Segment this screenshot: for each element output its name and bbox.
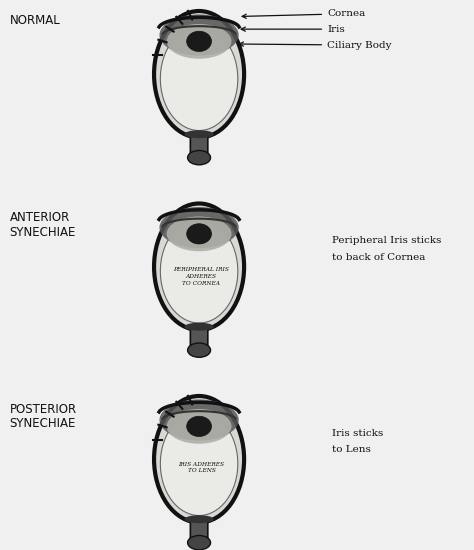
FancyBboxPatch shape bbox=[191, 518, 208, 545]
Text: SYNECHIAE: SYNECHIAE bbox=[9, 417, 76, 431]
Ellipse shape bbox=[159, 14, 239, 56]
Ellipse shape bbox=[184, 323, 214, 331]
Text: NORMAL: NORMAL bbox=[9, 14, 60, 27]
Text: Iris sticks: Iris sticks bbox=[332, 429, 383, 438]
FancyBboxPatch shape bbox=[191, 325, 208, 353]
Text: SYNECHIAE: SYNECHIAE bbox=[9, 226, 76, 239]
FancyBboxPatch shape bbox=[191, 133, 208, 160]
Ellipse shape bbox=[167, 409, 231, 444]
Text: Ciliary Body: Ciliary Body bbox=[239, 41, 392, 50]
Ellipse shape bbox=[159, 399, 239, 441]
Text: to Lens: to Lens bbox=[332, 446, 371, 454]
Text: ANTERIOR: ANTERIOR bbox=[9, 211, 70, 224]
Ellipse shape bbox=[160, 219, 238, 323]
Text: to back of Cornea: to back of Cornea bbox=[332, 253, 425, 262]
Ellipse shape bbox=[167, 217, 231, 251]
Text: Iris: Iris bbox=[241, 25, 345, 34]
Ellipse shape bbox=[187, 416, 211, 437]
Ellipse shape bbox=[160, 412, 238, 515]
Text: Peripheral Iris sticks: Peripheral Iris sticks bbox=[332, 236, 441, 245]
Ellipse shape bbox=[154, 396, 244, 522]
Ellipse shape bbox=[154, 11, 244, 138]
Ellipse shape bbox=[187, 31, 211, 52]
Ellipse shape bbox=[184, 515, 214, 523]
Ellipse shape bbox=[188, 536, 210, 550]
Ellipse shape bbox=[188, 343, 210, 358]
Text: PERIPHERAL IRIS
ADHERES
TO CORNEA: PERIPHERAL IRIS ADHERES TO CORNEA bbox=[173, 267, 229, 286]
Ellipse shape bbox=[188, 151, 210, 165]
Text: IRIS ADHERES
TO LENS: IRIS ADHERES TO LENS bbox=[178, 461, 225, 474]
Ellipse shape bbox=[154, 204, 244, 330]
Text: POSTERIOR: POSTERIOR bbox=[9, 403, 77, 416]
Ellipse shape bbox=[160, 27, 238, 130]
Text: Cornea: Cornea bbox=[242, 9, 365, 18]
Ellipse shape bbox=[187, 224, 211, 244]
Ellipse shape bbox=[159, 207, 239, 248]
Ellipse shape bbox=[184, 130, 214, 138]
Ellipse shape bbox=[167, 24, 231, 59]
